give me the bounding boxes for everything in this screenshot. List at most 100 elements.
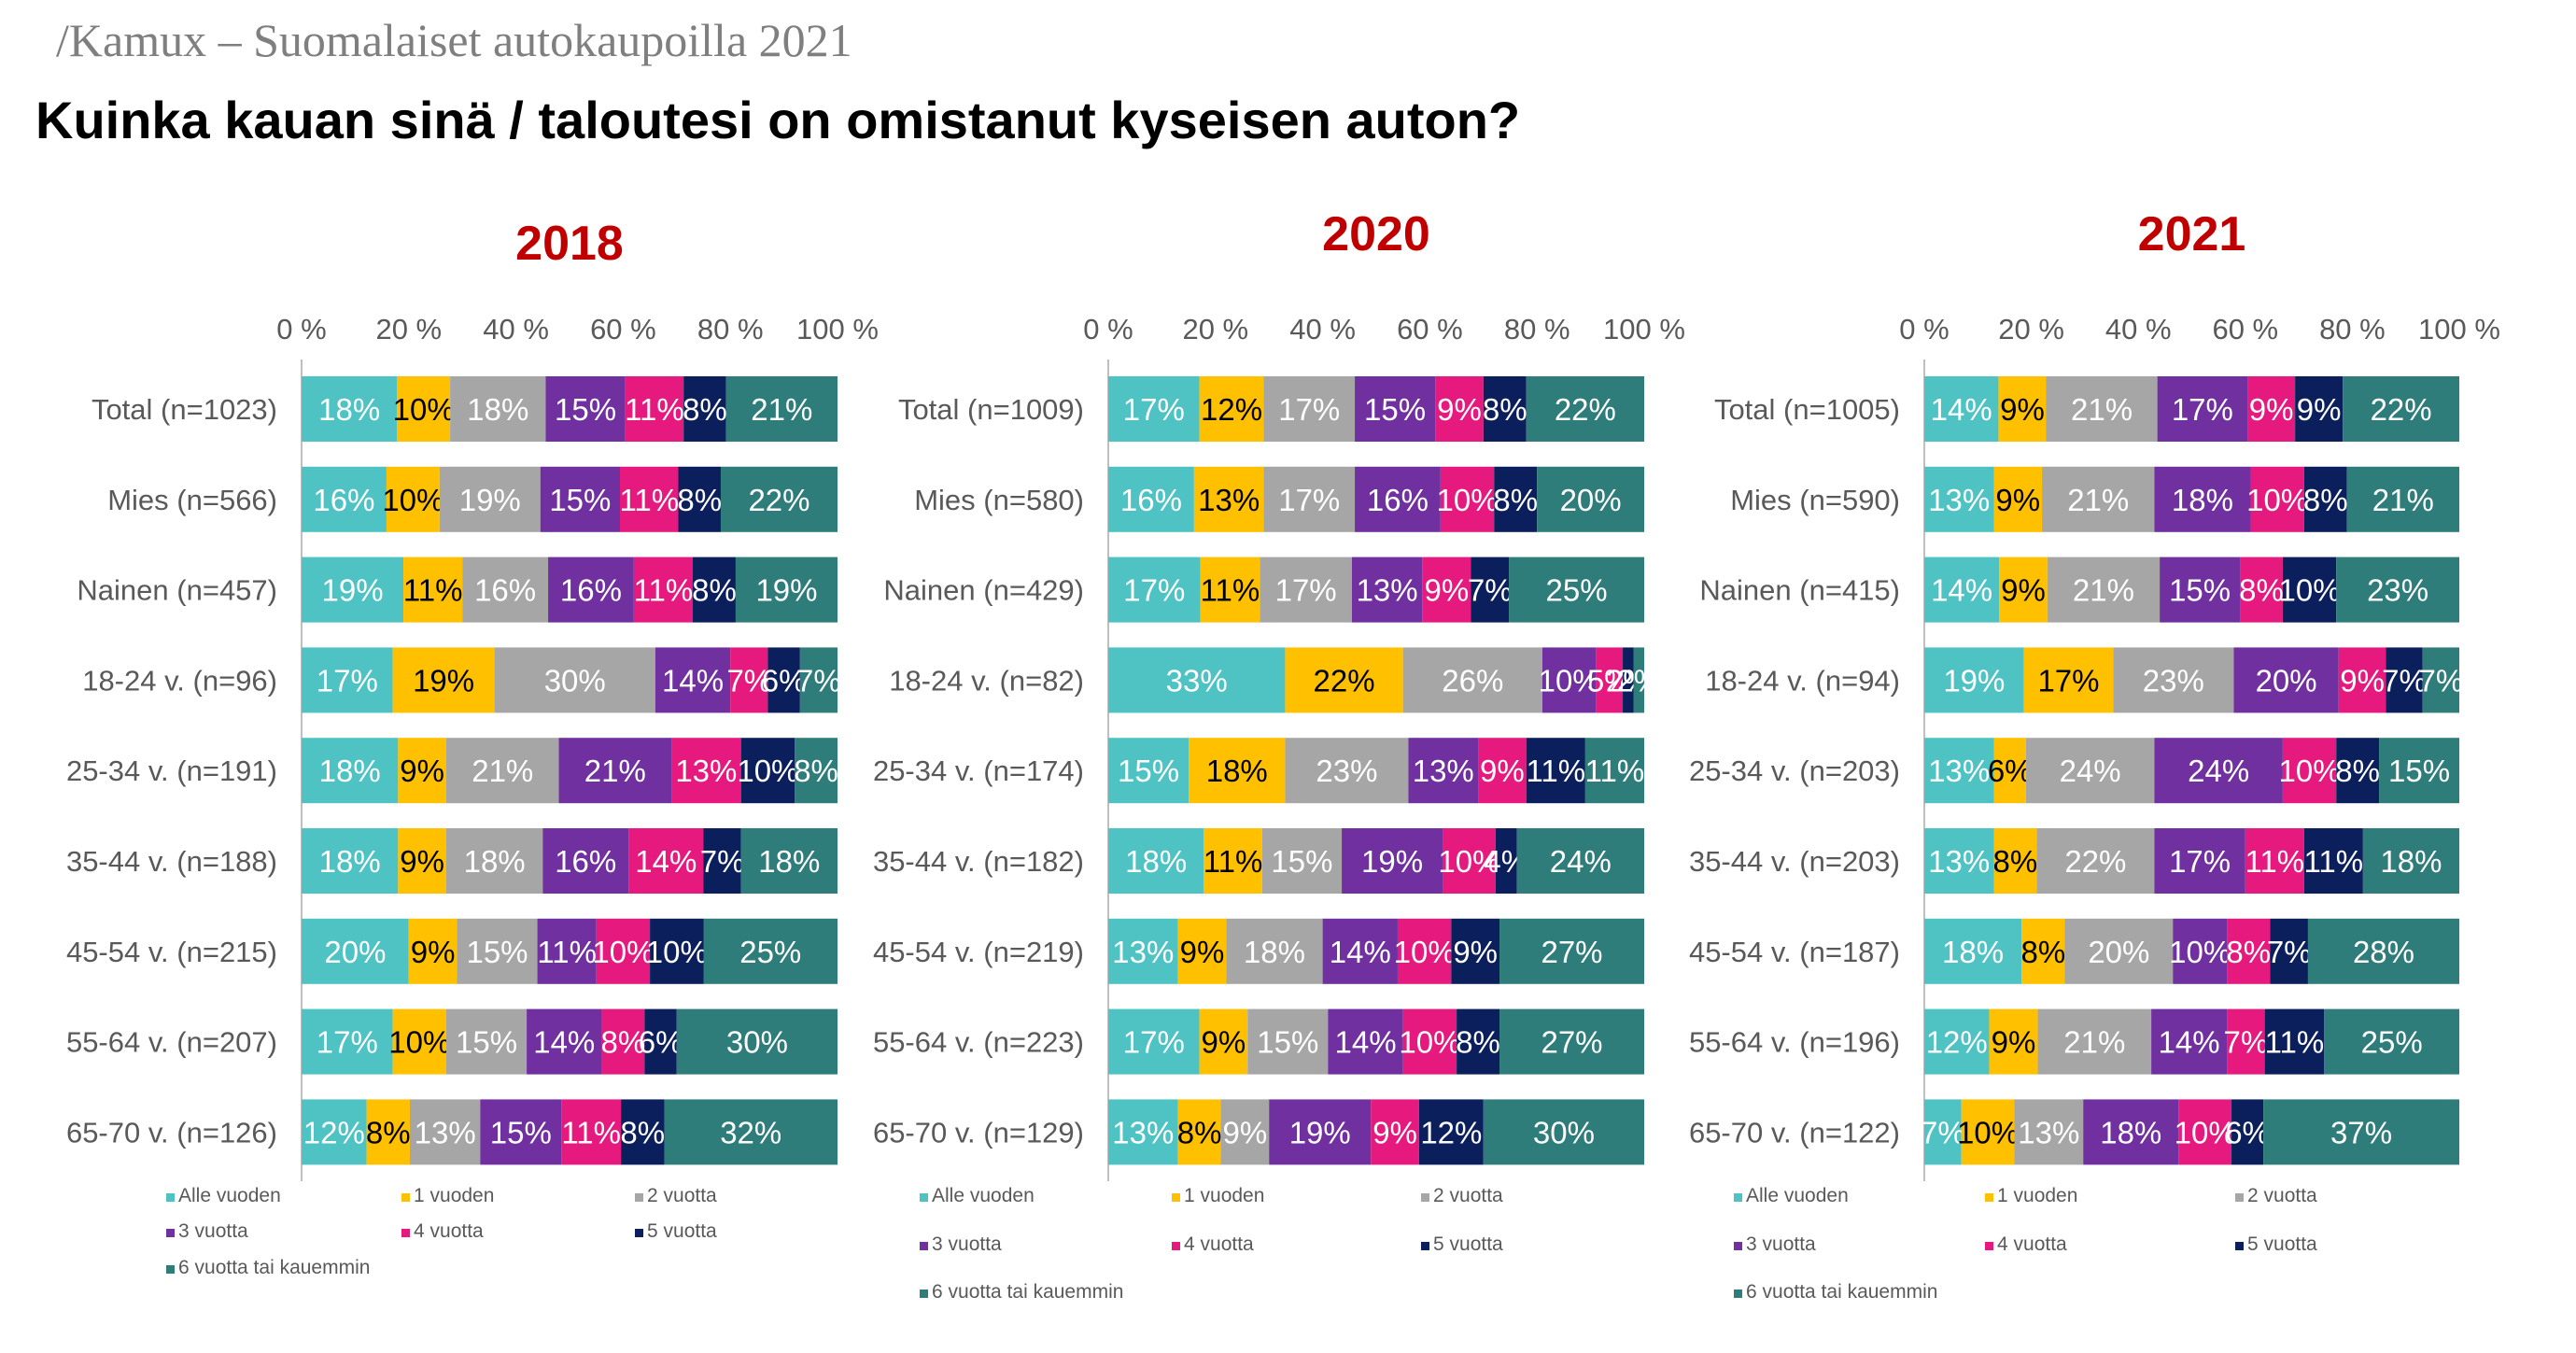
bar-segment (1261, 828, 1343, 894)
bar-segment (2154, 828, 2245, 894)
bar-segment (439, 466, 541, 532)
bar-segment (2154, 738, 2283, 804)
bar-segment (1177, 1099, 1221, 1165)
data-label: 11% (2304, 844, 2364, 879)
bar-segment (1402, 647, 1542, 713)
data-label: 7% (2382, 663, 2427, 698)
bar-segment (1322, 918, 1398, 984)
bar-segment (302, 738, 399, 804)
legend-swatch (1734, 1290, 1742, 1298)
bar-segment (1263, 466, 1356, 532)
x-tick-label: 100 % (796, 313, 879, 345)
data-label: 6% (639, 1025, 683, 1060)
data-label: 13% (2018, 1115, 2079, 1149)
bar-segment (392, 647, 495, 713)
bar-segment (767, 647, 800, 713)
category-label: Nainen (n=457) (77, 574, 277, 607)
data-label: 21% (2073, 573, 2134, 608)
bar-segment (1397, 918, 1452, 984)
page-title: Kuinka kauan sinä / taloutesi on omistan… (35, 91, 1521, 149)
data-label: 12% (303, 1115, 365, 1149)
bar-segment (1285, 647, 1403, 713)
data-label: 9% (1480, 754, 1525, 788)
category-label: 25-34 v. (n=174) (873, 754, 1084, 787)
data-label: 9% (1202, 1025, 1246, 1060)
legend-swatch (920, 1242, 928, 1250)
legend-label: 4 vuotta (414, 1220, 484, 1242)
bar-segment (2247, 376, 2296, 442)
legend-swatch (1421, 1242, 1429, 1250)
bar-segment (2379, 738, 2459, 804)
bar-segment (302, 376, 398, 442)
legend-label: 6 vuotta tai kauemmin (932, 1281, 1123, 1303)
data-label: 18% (2100, 1115, 2161, 1149)
legend-label: 2 vuotta (2247, 1185, 2317, 1206)
x-tick-label: 80 % (1504, 313, 1570, 345)
data-label: 9% (1372, 1115, 1417, 1149)
bar-segment (2047, 557, 2161, 623)
bar-segment (2324, 1008, 2459, 1075)
data-label: 8% (692, 573, 737, 608)
category-label: Nainen (n=429) (883, 574, 1084, 607)
bar-segment (548, 557, 634, 623)
bar-segment (1371, 1099, 1419, 1165)
data-label: 16% (1120, 483, 1182, 517)
legend-label: 4 vuotta (1997, 1233, 2067, 1255)
data-label: 11% (537, 935, 597, 969)
bar-segment (1269, 1099, 1372, 1165)
bar-segment (392, 1008, 446, 1075)
bar-segment (2263, 1099, 2459, 1165)
data-label: 33% (1166, 663, 1228, 698)
data-label: 15% (1118, 754, 1179, 788)
bar-segment (2064, 918, 2174, 984)
data-label: 9% (1995, 483, 2040, 517)
data-label: 14% (1931, 392, 1992, 427)
data-label: 9% (400, 844, 444, 879)
bar-segment (1260, 557, 1352, 623)
legend-swatch (635, 1229, 643, 1237)
legend-swatch (166, 1265, 175, 1274)
bar-segment (1993, 828, 2037, 894)
x-tick-label: 80 % (2319, 313, 2386, 345)
bar-segment (2227, 918, 2271, 984)
bar-segment (1108, 1099, 1178, 1165)
legend-swatch (920, 1290, 928, 1298)
bar-segment (1483, 376, 1527, 442)
data-label: 8% (2335, 754, 2380, 788)
category-label: Total (n=1009) (898, 393, 1084, 426)
bar-segment (1516, 828, 1644, 894)
bar-segment (1924, 828, 1994, 894)
bar-segment (1193, 466, 1264, 532)
bar-segment (1108, 828, 1204, 894)
bar-segment (655, 647, 731, 713)
legend-swatch (1734, 1242, 1742, 1250)
data-label: 18% (1244, 935, 1305, 969)
data-label: 8% (1493, 483, 1538, 517)
data-label: 10% (1437, 483, 1499, 517)
bar-segment (1108, 738, 1189, 804)
data-label: 8% (2020, 935, 2065, 969)
x-tick-label: 40 % (1289, 313, 1356, 345)
bar-segment (1478, 738, 1527, 804)
bar-segment (720, 466, 838, 532)
bar-segment (398, 828, 446, 894)
data-label: 16% (474, 573, 536, 608)
data-label: 11% (403, 573, 463, 608)
data-label: 13% (1928, 483, 1990, 517)
chart-title: 2020 (1322, 207, 1430, 261)
data-label: 15% (466, 935, 528, 969)
bar-segment (2362, 828, 2459, 894)
bar-segment (302, 1099, 367, 1165)
bar-segment (676, 1008, 838, 1075)
data-label: 7% (796, 663, 841, 698)
data-label: 18% (319, 754, 381, 788)
data-label: 10% (393, 392, 455, 427)
data-label: 16% (560, 573, 622, 608)
data-label: 13% (1357, 573, 1418, 608)
bar-segment (1924, 918, 2022, 984)
bar-segment (1526, 738, 1585, 804)
bar-segment (596, 918, 651, 984)
bar-segment (1993, 466, 2043, 532)
data-label: 8% (1177, 1115, 1222, 1149)
